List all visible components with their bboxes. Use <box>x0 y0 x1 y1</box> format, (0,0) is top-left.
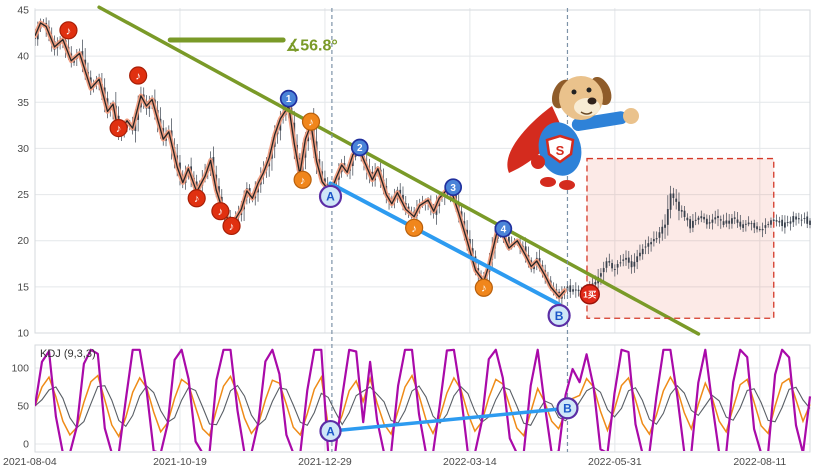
dog-cape <box>507 106 563 173</box>
svg-text:♪: ♪ <box>308 117 314 129</box>
orange-note-marker[interactable]: ♪ <box>293 170 312 189</box>
superhero-dog-image: S <box>507 76 639 190</box>
ab-trendline-price[interactable] <box>328 181 562 307</box>
dog-glove <box>531 155 545 169</box>
svg-text:♪: ♪ <box>481 283 487 295</box>
angle-label: ∡56.8° <box>286 38 338 55</box>
price-axis-label: 30 <box>17 143 29 155</box>
svg-text:B: B <box>563 402 572 416</box>
highlight-region-border[interactable] <box>586 157 775 319</box>
point-a-marker-kdj[interactable]: A <box>319 419 342 443</box>
price-axis-label: 20 <box>17 235 29 247</box>
svg-text:4: 4 <box>501 224 507 235</box>
red-note-marker[interactable]: ♪ <box>211 202 230 221</box>
price-axis-label: 40 <box>17 51 29 63</box>
svg-text:A: A <box>326 424 335 438</box>
red-note-marker[interactable]: ♪ <box>222 216 241 236</box>
svg-text:1买: 1买 <box>583 289 597 299</box>
price-panel-border <box>34 9 811 334</box>
svg-text:♪: ♪ <box>229 221 235 233</box>
svg-text:2: 2 <box>357 143 363 154</box>
svg-text:1: 1 <box>286 94 292 105</box>
dog-fist <box>623 108 639 124</box>
date-axis-label: 2022-05-31 <box>588 456 642 468</box>
dog-shield-badge: S <box>545 134 575 164</box>
green-downtrend-line[interactable] <box>97 5 701 336</box>
orange-note-marker[interactable]: ♪ <box>301 112 321 131</box>
dog-nose <box>587 97 597 105</box>
red-note-marker[interactable]: ♪ <box>129 66 148 85</box>
svg-text:B: B <box>555 309 564 323</box>
axis-labels: 45 40 35 30 25 20 15 10 100 50 0 2021-08-04 2021-10-… <box>3 5 786 469</box>
dog-head <box>551 76 612 120</box>
date-axis-label: 2021-12-29 <box>298 456 352 468</box>
svg-text:♪: ♪ <box>300 175 306 187</box>
kdj-axis-label: 0 <box>23 439 29 451</box>
kdj-axis-label: 50 <box>17 401 29 413</box>
kdj-axis-label: 100 <box>11 363 29 375</box>
point-b-marker-kdj[interactable]: B <box>556 397 579 420</box>
wave-number-marker-2[interactable]: 2 <box>350 138 369 157</box>
svg-text:A: A <box>326 190 335 204</box>
red-note-marker[interactable]: ♪ <box>187 189 206 208</box>
zigzag-overlay-thin <box>35 22 566 298</box>
svg-text:3: 3 <box>450 183 456 194</box>
kdj-lines <box>35 348 812 451</box>
svg-text:♪: ♪ <box>411 223 417 235</box>
svg-text:♪: ♪ <box>135 70 141 82</box>
point-a-marker-price[interactable]: A <box>318 184 343 209</box>
svg-text:♪: ♪ <box>194 193 200 205</box>
wave-number-marker-1[interactable]: 1 <box>279 89 298 108</box>
price-axis-label: 35 <box>17 97 29 109</box>
point-b-marker-price[interactable]: B <box>547 303 571 328</box>
price-axis-label: 15 <box>17 281 29 293</box>
wave-number-marker-4[interactable]: 4 <box>494 219 513 238</box>
date-axis-label: 2022-03-14 <box>443 456 497 468</box>
orange-note-marker[interactable]: ♪ <box>474 278 493 297</box>
price-axis-label: 25 <box>17 189 29 201</box>
date-axis-label: 2021-08-04 <box>3 456 57 468</box>
dog-badge-letter: S <box>556 143 565 158</box>
svg-text:♪: ♪ <box>218 206 224 218</box>
red-note-marker[interactable]: ♪ <box>109 119 128 138</box>
red-note-marker[interactable]: ♪ <box>59 21 78 40</box>
price-axis-label: 10 <box>17 328 29 340</box>
date-axis-label: 2021-10-19 <box>153 456 207 468</box>
svg-text:♪: ♪ <box>66 25 72 37</box>
kdj-indicator-label: KDJ (9,3,3) <box>40 348 96 360</box>
price-axis-label: 45 <box>17 5 29 17</box>
dog-mouth <box>580 111 593 115</box>
ab-trendline-kdj[interactable] <box>328 406 570 433</box>
svg-text:♪: ♪ <box>116 123 122 135</box>
date-axis-label: 2022-08-11 <box>733 456 786 468</box>
orange-note-marker[interactable]: ♪ <box>405 218 424 237</box>
wave-number-marker-3[interactable]: 3 <box>444 178 463 197</box>
buy-signal-marker[interactable]: 1买 <box>579 284 600 305</box>
